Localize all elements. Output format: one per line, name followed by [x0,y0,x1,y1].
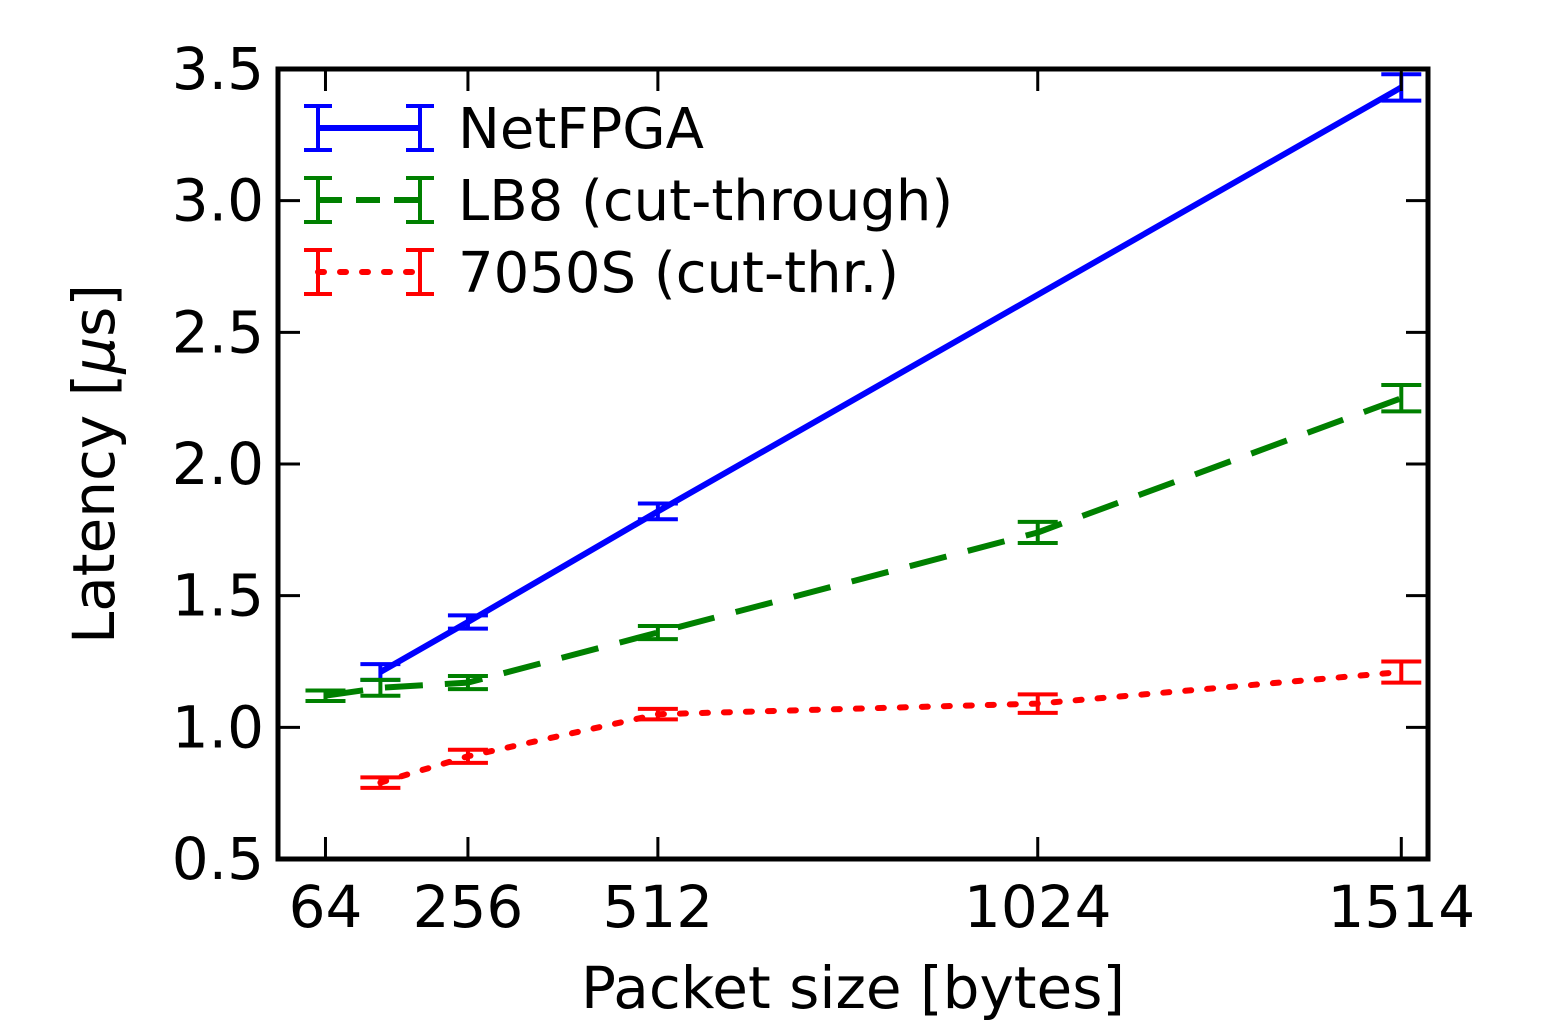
legend-entry: 7050S (cut-thr.) [304,241,899,306]
error-bar [1381,659,1422,685]
x-tick-label: 1514 [1327,873,1475,941]
legend-entry: NetFPGA [304,97,704,162]
error-bar [360,775,401,790]
error-bar [447,747,488,765]
legend-entry: LB8 (cut-through) [304,169,953,234]
y-tick-label: 2.5 [172,298,264,366]
y-axis-label-suffix: s] [60,284,128,337]
x-tick-label: 512 [603,873,714,941]
y-axis-label: Latency [μs] [60,284,128,644]
x-tick-label: 1024 [964,873,1112,941]
y-tick-label: 2.0 [172,430,264,498]
error-bar [360,677,401,698]
tick-layer: 0.5 1.0 1.5 2.0 2.5 3.0 3.5 64 256 512 1024 1514 [172,35,1475,941]
y-axis-label-mu: μ [60,337,128,375]
series-line-0 [378,84,1403,675]
series-line-2 [377,669,1405,786]
legend-label: NetFPGA [458,97,704,162]
error-bar [1381,383,1422,414]
y-tick-label: 3.5 [172,35,264,103]
legend: NetFPGA LB8 (cut-through) 7050S (cut-thr.) [304,97,953,306]
error-bar [447,673,488,692]
error-bar [1017,519,1058,545]
y-axis-label-prefix: Latency [ [60,374,128,644]
x-axis-label: Packet size [bytes] [581,954,1125,1021]
y-tick-label: 3.0 [172,167,264,235]
x-tick-label: 256 [413,873,524,941]
error-bar [637,706,678,722]
legend-label: LB8 (cut-through) [458,169,953,234]
error-bar [1017,692,1058,715]
series-line-1 [325,395,1403,699]
error-bar [447,613,488,631]
legend-label: 7050S (cut-thr.) [458,241,899,306]
y-tick-label: 0.5 [172,825,264,893]
x-tick-label: 64 [289,873,363,941]
error-bar [305,688,346,703]
error-bar [637,501,678,522]
y-tick-label: 1.5 [172,562,264,630]
error-bar [637,623,678,642]
y-tick-label: 1.0 [172,693,264,761]
